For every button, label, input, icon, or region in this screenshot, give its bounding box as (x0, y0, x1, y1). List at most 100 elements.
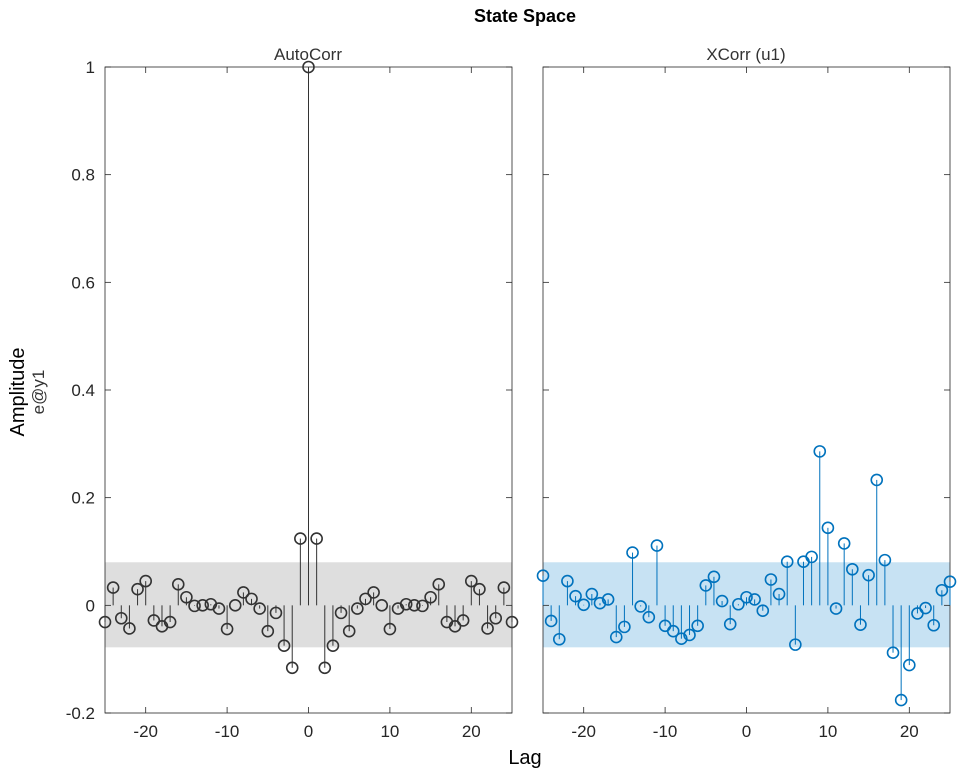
xcorr-marker (740, 590, 753, 604)
autocorr-marker (171, 578, 185, 591)
autocorr-marker (131, 582, 144, 596)
xcorr-marker (748, 593, 761, 606)
autocorr-marker (196, 599, 209, 612)
xcorr-marker (723, 617, 737, 631)
autocorr-marker (220, 622, 234, 636)
xcorr-marker (536, 569, 550, 583)
autocorr-marker (481, 622, 494, 635)
xcorr-marker (886, 646, 900, 660)
xcorr-marker (902, 658, 916, 672)
autocorr-marker (497, 581, 511, 594)
figure-title: State Space (474, 6, 576, 26)
xcorr-marker (666, 624, 680, 638)
autocorr-marker (326, 639, 340, 653)
xcorr-x-tick-label: -10 (653, 722, 678, 741)
xcorr-marker (943, 575, 957, 588)
autocorr-marker (448, 620, 462, 633)
xcorr-x-tick-label: 0 (742, 722, 751, 741)
xcorr-marker (699, 579, 713, 592)
autocorr-marker (302, 60, 315, 74)
autocorr-marker (212, 602, 226, 615)
y-axis-label: Amplitude (7, 348, 29, 437)
autocorr-marker (310, 532, 323, 545)
xcorr-marker (772, 587, 786, 601)
autocorr-marker (416, 599, 429, 613)
autocorr-marker (180, 590, 193, 604)
xcorr-marker (894, 693, 908, 707)
xcorr-marker (780, 555, 794, 569)
autocorr-marker (375, 599, 389, 612)
autocorr-y-tick-label: 0.4 (71, 381, 95, 400)
xcorr-marker (577, 598, 591, 612)
autocorr-marker (98, 615, 112, 629)
autocorr-marker (106, 581, 120, 594)
autocorr-marker (424, 590, 437, 604)
autocorr-title: AutoCorr (274, 45, 342, 64)
autocorr-x-tick-label: -10 (215, 722, 240, 741)
xcorr-marker (846, 562, 859, 576)
xcorr-marker (683, 628, 696, 642)
xcorr-marker (805, 550, 818, 564)
xcorr-x-tick-label: -20 (571, 722, 596, 741)
xcorr-marker (854, 618, 867, 632)
autocorr-y-tick-label: 0.6 (71, 273, 95, 292)
autocorr-y-tick-label: 0.2 (71, 489, 95, 508)
autocorr-marker (163, 615, 177, 629)
autocorr-marker (269, 606, 283, 620)
autocorr-marker (342, 624, 356, 638)
xcorr-marker (593, 596, 607, 610)
xcorr-marker (642, 610, 656, 624)
xcorr-marker (544, 614, 558, 628)
autocorr-y-tick-label: 0.8 (71, 166, 95, 185)
autocorr-marker (505, 615, 519, 629)
autocorr-marker (285, 661, 299, 675)
xcorr-marker (821, 521, 835, 535)
y-axis-sublabel: e@y1 (29, 370, 48, 415)
xcorr-marker (569, 589, 582, 603)
xcorr-marker (626, 546, 639, 559)
autocorr-x-tick-label: 0 (304, 722, 313, 741)
autocorr-marker (464, 574, 478, 588)
autocorr-marker (408, 599, 421, 612)
xcorr-marker (585, 587, 599, 601)
autocorr-marker (367, 586, 380, 599)
autocorr-marker (383, 622, 397, 636)
autocorr-marker (334, 606, 348, 620)
xcorr-marker (862, 568, 875, 582)
xcorr-marker (609, 630, 623, 644)
autocorr-marker (261, 624, 275, 638)
autocorr-marker (188, 599, 201, 613)
xcorr-marker (732, 597, 745, 611)
xcorr-marker (870, 473, 884, 487)
xcorr-marker (561, 574, 574, 588)
xcorr-marker (764, 573, 778, 586)
xcorr-marker (552, 632, 566, 646)
x-axis-label: Lag (508, 747, 541, 769)
autocorr-marker (228, 599, 242, 612)
autocorr-panel: AutoCorr -0.2 0 0.2 0.4 0.6 0.8 1 -20 -10 0 10 20 (66, 45, 519, 741)
xcorr-marker (927, 618, 941, 632)
xcorr-marker (691, 619, 704, 633)
autocorr-marker (253, 602, 266, 615)
autocorr-y-tick-label: -0.2 (66, 704, 95, 723)
autocorr-marker (294, 532, 307, 545)
autocorr-marker (123, 622, 136, 635)
autocorr-marker (245, 592, 258, 606)
autocorr-marker (473, 582, 486, 596)
autocorr-marker (456, 614, 470, 627)
xcorr-marker (707, 570, 721, 584)
xcorr-marker (813, 445, 827, 458)
xcorr-marker (675, 632, 688, 646)
xcorr-x-tick-label: 20 (900, 722, 919, 741)
autocorr-marker (432, 578, 446, 591)
xcorr-marker (756, 604, 770, 618)
autocorr-marker (114, 611, 128, 625)
autocorr-marker (318, 661, 332, 675)
autocorr-y-tick-label: 0 (86, 596, 95, 615)
xcorr-marker (634, 600, 647, 613)
xcorr-marker (829, 602, 843, 615)
autocorr-marker (237, 586, 250, 599)
autocorr-x-tick-label: 10 (380, 722, 399, 741)
